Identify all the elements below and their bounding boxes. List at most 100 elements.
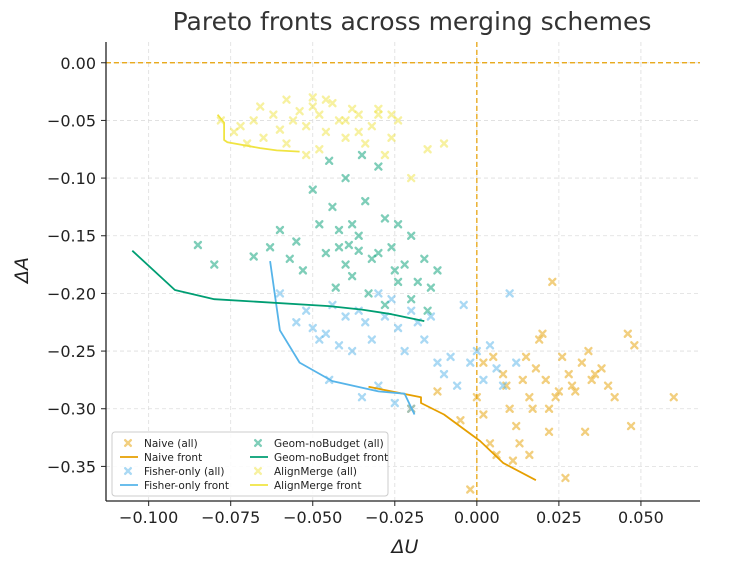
naive-all-point	[571, 387, 580, 396]
geom-nobudget-all-point	[308, 185, 317, 194]
geom-nobudget-all-point	[357, 150, 367, 160]
geom-nobudget-all-point	[298, 266, 308, 275]
geom-nobudget-all-point	[354, 246, 363, 255]
geom-nobudget-all-point	[285, 254, 294, 264]
alignmerge-all-point	[282, 95, 291, 104]
alignmerge-all-point	[439, 139, 449, 148]
x-axis-label: ΔU	[390, 536, 419, 558]
geom-nobudget-all-point	[341, 260, 350, 269]
fisher-only-all-point	[433, 358, 442, 367]
legend-marker	[124, 439, 132, 447]
geom-nobudget-all-point	[380, 300, 390, 310]
naive-all-point	[669, 393, 678, 402]
alignmerge-all-point	[275, 125, 285, 134]
legend-label: AlignMerge front	[274, 480, 361, 492]
fisher-only-front-line	[269, 260, 416, 415]
geom-nobudget-all-point	[393, 220, 403, 229]
alignmerge-all-point	[282, 139, 291, 148]
naive-all-point	[472, 393, 482, 402]
naive-all-point	[525, 393, 534, 402]
chart-title: Pareto fronts across merging schemes	[173, 7, 652, 36]
geom-nobudget-all-point	[193, 240, 203, 250]
fisher-only-all-point	[459, 300, 468, 310]
legend-label: AlignMerge (all)	[274, 466, 357, 478]
fisher-only-all-point	[446, 352, 455, 362]
fisher-only-all-point	[472, 346, 482, 356]
axes: −0.100 −0.075 −0.050 −0.025 0.000 0.025 0.050 0…	[47, 42, 700, 527]
fisher-only-all-point	[275, 289, 285, 298]
naive-all-point	[587, 375, 596, 385]
naive-all-point	[626, 421, 636, 431]
naive-all-point	[489, 352, 498, 362]
fisher-only-all-point	[498, 381, 508, 390]
geom-nobudget-all-point	[380, 214, 390, 223]
fisher-only-all-point	[315, 335, 324, 344]
fisher-only-all-point	[452, 381, 462, 390]
geom-nobudget-all-point	[426, 283, 436, 292]
geom-nobudget-all-point	[420, 254, 429, 264]
fisher-only-all-point	[347, 346, 357, 356]
fisher-only-all-point	[361, 318, 370, 327]
y-tick-label: −0.10	[47, 169, 96, 188]
naive-all-point	[485, 439, 495, 448]
geom-nobudget-all-point	[413, 277, 422, 287]
alignmerge-all-point	[407, 173, 416, 183]
x-tick-label: −0.050	[283, 508, 342, 527]
naive-all-point	[597, 364, 606, 373]
legend-marker	[254, 467, 262, 475]
naive-all-point	[498, 369, 508, 379]
alignmerge-all-point	[321, 127, 331, 137]
alignmerge-all-point	[387, 110, 396, 119]
x-tick-label: 0.050	[618, 508, 664, 527]
geom-nobudget-all-point	[390, 266, 399, 275]
naive-all-point	[512, 421, 521, 431]
fisher-only-all-point	[492, 364, 501, 373]
fisher-only-all-point	[387, 294, 396, 304]
geom-nobudget-all-point	[334, 225, 344, 235]
alignmerge-all-point	[380, 150, 390, 160]
geom-nobudget-all-point	[331, 283, 340, 292]
fisher-only-all-point	[292, 318, 301, 327]
geom-nobudget-all-point	[344, 240, 354, 250]
alignmerge-all-point	[387, 133, 396, 142]
naive-all-point	[603, 381, 613, 390]
fisher-only-all-point	[380, 312, 390, 321]
reference-lines	[106, 42, 700, 501]
geom-nobudget-all-point	[433, 266, 442, 275]
alignmerge-all-point	[259, 133, 268, 142]
geom-nobudget-front-line	[131, 250, 425, 322]
geom-nobudget-all-point	[423, 306, 432, 315]
geom-nobudget-all-point	[328, 202, 337, 212]
naive-all-point	[525, 450, 534, 460]
geom-nobudget-all-point	[249, 252, 258, 261]
naive-all-point	[508, 456, 518, 465]
naive-all-point	[492, 450, 501, 460]
geom-nobudget-all-point	[347, 220, 357, 229]
naive-all-point	[584, 346, 593, 356]
fisher-only-all-point	[400, 346, 409, 356]
x-tick-label: 0.025	[536, 508, 582, 527]
alignmerge-all-point	[236, 121, 245, 131]
alignmerge-all-point	[288, 116, 298, 125]
x-tick-label: −0.025	[365, 508, 424, 527]
alignmerge-all-point	[374, 104, 383, 114]
alignmerge-all-point	[249, 116, 258, 125]
alignmerge-all-point	[367, 121, 377, 131]
fisher-only-all-point	[374, 289, 383, 298]
alignmerge-all-point	[354, 127, 363, 137]
naive-all-point	[548, 277, 557, 287]
naive-all-point	[564, 369, 573, 379]
geom-nobudget-all-point	[354, 231, 363, 240]
geom-nobudget-all-point	[364, 289, 373, 298]
naive-all-point	[580, 427, 590, 437]
alignmerge-all-point	[269, 110, 278, 119]
legend: Naive (all) Naive front Fisher-only (all) F…	[111, 431, 389, 497]
alignmerge-all-point	[361, 139, 370, 148]
fisher-only-all-point	[407, 306, 416, 315]
naive-all-point	[521, 352, 531, 362]
y-tick-label: 0.00	[60, 54, 96, 73]
naive-front-line	[368, 385, 537, 481]
geom-nobudget-all-point	[407, 294, 416, 304]
naive-all-point	[479, 410, 488, 419]
